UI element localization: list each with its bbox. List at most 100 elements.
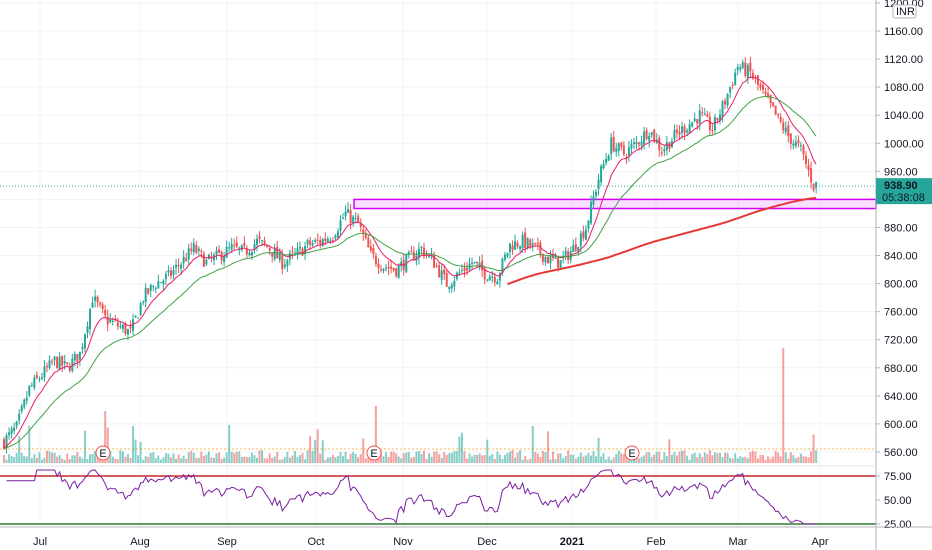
candle-body: [207, 254, 210, 259]
moving-averages: [3, 76, 817, 449]
price-tick-label: 720.00: [884, 335, 918, 347]
volume-bar: [789, 452, 792, 463]
candle-body: [554, 255, 557, 259]
candle-body: [746, 64, 749, 78]
candle-body: [83, 334, 86, 349]
volume-bar: [359, 454, 362, 463]
volume-bar: [13, 456, 16, 463]
volume-bar: [465, 458, 468, 463]
volume-bar: [686, 455, 689, 463]
volume-bar: [660, 459, 663, 463]
volume-bar: [607, 456, 610, 463]
candle-body: [638, 142, 641, 145]
candle-body: [706, 114, 709, 117]
volume-bar: [774, 450, 777, 463]
candle-body: [390, 266, 393, 269]
volume-bar: [104, 411, 107, 463]
volume-bar: [726, 452, 729, 463]
candle-body: [812, 184, 815, 190]
volume-bar: [417, 450, 420, 463]
candle-body: [395, 268, 398, 277]
volume-bar: [587, 453, 590, 463]
volume-bar: [268, 453, 271, 463]
candle-body: [731, 84, 734, 86]
volume-bar: [463, 451, 466, 463]
candle-body: [463, 267, 466, 271]
volume-bar: [382, 456, 385, 463]
candle-body: [63, 360, 66, 364]
volume-bar: [230, 451, 233, 463]
volume-bar: [61, 458, 64, 463]
candle-body: [769, 95, 772, 104]
price-tick-label: 680.00: [884, 363, 918, 375]
candle-body: [46, 366, 49, 368]
candle-body: [387, 267, 390, 269]
time-tick-label: Oct: [307, 536, 324, 548]
volume-bars: [0, 348, 876, 463]
volume-bar: [481, 455, 484, 463]
candle-body: [235, 242, 238, 247]
candle-body: [109, 319, 112, 323]
candle-body: [711, 129, 714, 131]
volume-bar: [529, 458, 532, 463]
candle-body: [716, 117, 719, 121]
candle-body: [438, 265, 441, 278]
price-tick-label: 840.00: [884, 251, 918, 263]
volume-bar: [554, 459, 557, 463]
candle-body: [428, 254, 431, 257]
volume-bar: [503, 454, 506, 463]
candle-body: [627, 147, 630, 156]
volume-bar: [215, 453, 218, 463]
candle-body: [478, 262, 481, 266]
volume-bar: [192, 452, 195, 463]
candle-body: [48, 360, 51, 368]
candle-body: [815, 181, 818, 188]
volume-bar: [622, 454, 625, 463]
time-tick-label: Dec: [477, 536, 497, 548]
volume-bar: [281, 459, 284, 463]
candle-body: [233, 244, 236, 246]
volume-bar: [640, 456, 643, 463]
volume-bar: [584, 455, 587, 463]
candle-body: [445, 272, 448, 287]
candle-body: [524, 232, 527, 249]
candle-body: [632, 142, 635, 145]
rsi-panel: 75.00 50.00 25.00: [0, 469, 912, 531]
volume-bar: [787, 458, 790, 463]
volume-bar: [549, 459, 552, 463]
candle-body: [749, 62, 752, 72]
volume-bar: [379, 450, 382, 463]
volume-bar: [425, 458, 428, 463]
candle-body: [579, 233, 582, 247]
candle-body: [23, 399, 26, 408]
ema-slow-line: [3, 95, 817, 449]
candle-body: [501, 258, 504, 274]
volume-bar: [420, 453, 423, 463]
candle-body: [336, 231, 339, 238]
candle-body: [751, 72, 754, 79]
volume-bar: [283, 457, 286, 463]
volume-bar: [693, 452, 696, 463]
volume-bar: [220, 458, 223, 463]
candle-body: [683, 126, 686, 134]
candle-body: [137, 317, 140, 319]
price-tick-label: 800.00: [884, 279, 918, 291]
volume-bar: [792, 455, 795, 463]
candle-body: [574, 244, 577, 251]
candle-body: [240, 244, 243, 251]
candle-body: [493, 276, 496, 283]
candle-body: [607, 155, 610, 161]
candle-body: [314, 240, 317, 242]
candle-body: [261, 240, 264, 242]
candle-body: [643, 131, 646, 144]
candle-body: [729, 87, 732, 93]
volume-bar: [390, 451, 393, 463]
volume-bar: [706, 454, 709, 463]
candle-body: [584, 229, 587, 240]
candle-body: [557, 257, 560, 268]
volume-bar: [228, 424, 231, 463]
candle-body: [488, 276, 491, 281]
